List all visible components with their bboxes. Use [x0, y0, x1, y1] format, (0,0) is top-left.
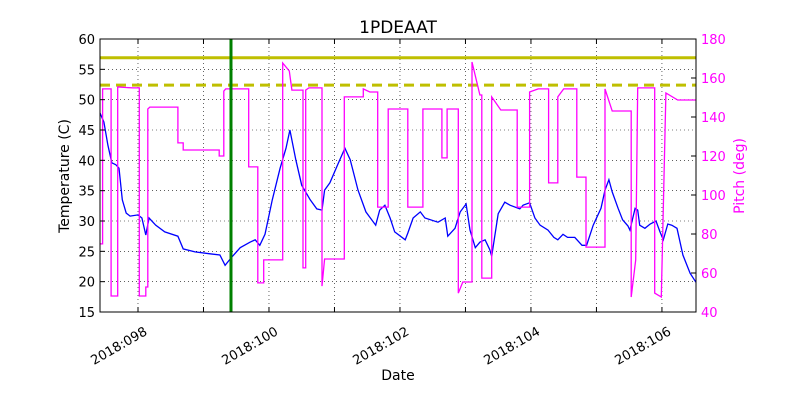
plot-frame	[99, 38, 697, 313]
y2-tick-label: 180	[701, 33, 726, 48]
y2-tick-label: 140	[701, 111, 726, 126]
y-tick-label: 20	[78, 276, 95, 291]
y-tick-label: 45	[78, 124, 95, 139]
y-tick-label: 40	[78, 154, 95, 169]
temperature-series-line	[99, 112, 697, 283]
axes: 2018:098 2018:100 2018:102 2018:104 2018:106…	[78, 33, 725, 369]
plot-area	[99, 39, 697, 312]
y2-tick-label: 40	[701, 306, 718, 321]
x-tick-label: 2018:106	[613, 324, 674, 368]
pitch-series-line	[100, 61, 696, 299]
y2-tick-label: 80	[701, 228, 718, 243]
x-tick-label: 2018:100	[220, 324, 281, 368]
y-tick-label: 60	[78, 33, 95, 48]
y-axis-label: Temperature (C)	[57, 119, 73, 234]
y2-axis-label: Pitch (deg)	[732, 138, 748, 214]
y-tick-label: 15	[78, 306, 95, 321]
x-tick-label: 2018:102	[351, 324, 412, 368]
y-tick-label: 35	[78, 185, 95, 200]
y-tick-label: 55	[78, 63, 95, 78]
y-tick-label: 25	[78, 245, 95, 260]
grid	[100, 38, 696, 313]
x-tick-label: 2018:098	[89, 324, 150, 368]
x-tick-label: 2018:104	[482, 324, 543, 368]
y-tick-label: 50	[78, 94, 95, 109]
y-tick-label: 30	[78, 215, 95, 230]
y2-tick-label: 120	[701, 150, 726, 165]
chart-title: 1PDEAAT	[359, 18, 437, 38]
y2-tick-label: 100	[701, 189, 726, 204]
y2-tick-label: 60	[701, 267, 718, 282]
y2-tick-label: 160	[701, 72, 726, 87]
x-axis-label: Date	[381, 368, 414, 384]
